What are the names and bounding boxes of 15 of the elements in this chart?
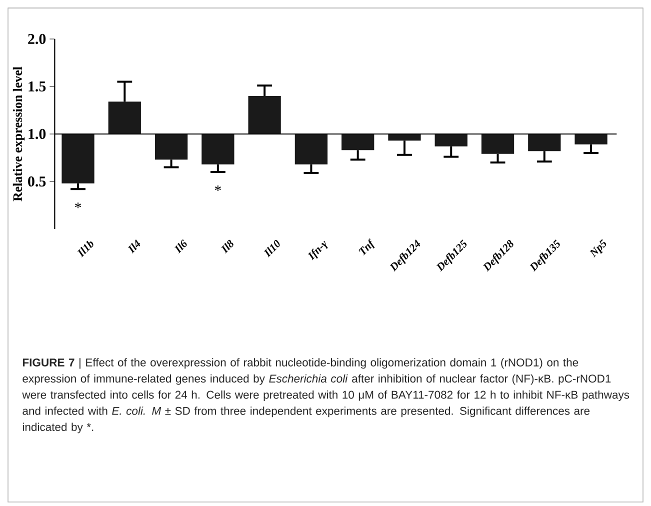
x-tick-label: Tnf: [358, 238, 375, 256]
annotation: *: [214, 186, 221, 191]
x-tick-label: Il1b: [78, 240, 94, 258]
x-tick-label: Np5: [590, 239, 606, 258]
text: FIGURE 7 | Effect of the overexpression of rabbit nucleotide-binding oligomerization domain 1 (rNOD1) on the expression of immune-related genes induced by Escherichia coli after inhibition of nuclear factor (NF)-κB. pC-rNOD1 were transfected into cells for 24 h. Cells were pretreated with 10 μM of BAY11-7082 for 12 h to inhibit NF-κB pathways and infected with E. coli. M ± SD from three independent experiments are presented. Significant differences are indicated by *.: [22, 358, 630, 434]
y-tick-label: 0.5: [28, 176, 46, 187]
y-axis-title: Relative expression level: [12, 66, 25, 202]
x-tick-label: Il6: [174, 239, 187, 254]
x-tick-label: Il10: [264, 240, 280, 258]
y-tick-label: 1.0: [28, 128, 46, 140]
annotation: *: [75, 202, 82, 208]
y-tick-label: 1.5: [28, 81, 46, 92]
x-tick-label: Il4: [128, 239, 140, 254]
x-tick-label: Il8: [221, 240, 234, 254]
y-tick-label: 2.0: [28, 34, 46, 44]
